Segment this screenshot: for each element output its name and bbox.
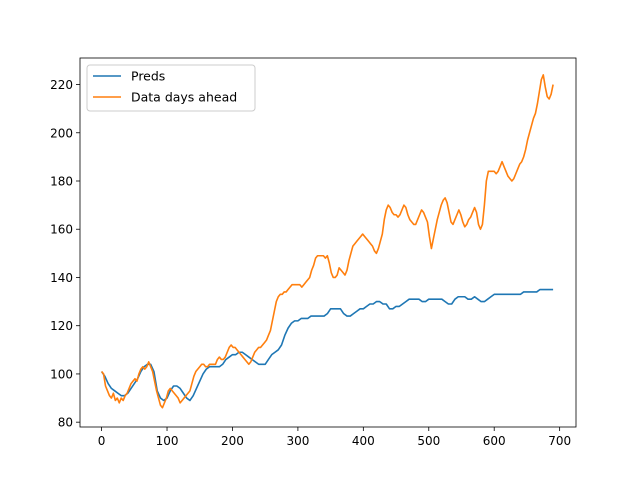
axes-frame: [79, 57, 577, 428]
x-tick-label: 200: [221, 434, 244, 448]
series-layer: [100, 74, 554, 409]
x-tick-label: 600: [483, 434, 506, 448]
x-axis: 0 100 200 300 400 500 600 700: [98, 427, 571, 448]
plot-area: [80, 58, 576, 427]
x-tick-label: 300: [286, 434, 309, 448]
y-tick-label: 80: [58, 416, 73, 430]
x-tick-label: 0: [98, 434, 106, 448]
y-tick-label: 120: [50, 319, 73, 333]
y-tick-label: 200: [50, 126, 73, 140]
y-tick-label: 100: [50, 367, 73, 381]
y-tick-label: 180: [50, 175, 73, 189]
x-tick-label: 500: [417, 434, 440, 448]
legend: Preds Data days ahead: [86, 64, 256, 112]
series-line-preds: [100, 288, 554, 402]
series-line-data-days-ahead: [100, 74, 554, 409]
y-tick-label: 160: [50, 223, 73, 237]
legend-label-data-days-ahead: Data days ahead: [131, 90, 237, 105]
y-tick-label: 220: [50, 78, 73, 92]
legend-label-preds: Preds: [131, 69, 165, 84]
legend-box: [86, 64, 256, 112]
x-tick-label: 100: [156, 434, 179, 448]
y-axis: 80 100 120 140 160 180 200 220: [50, 78, 80, 430]
x-tick-label: 400: [352, 434, 375, 448]
x-tick-label: 700: [548, 434, 571, 448]
y-tick-label: 140: [50, 271, 73, 285]
